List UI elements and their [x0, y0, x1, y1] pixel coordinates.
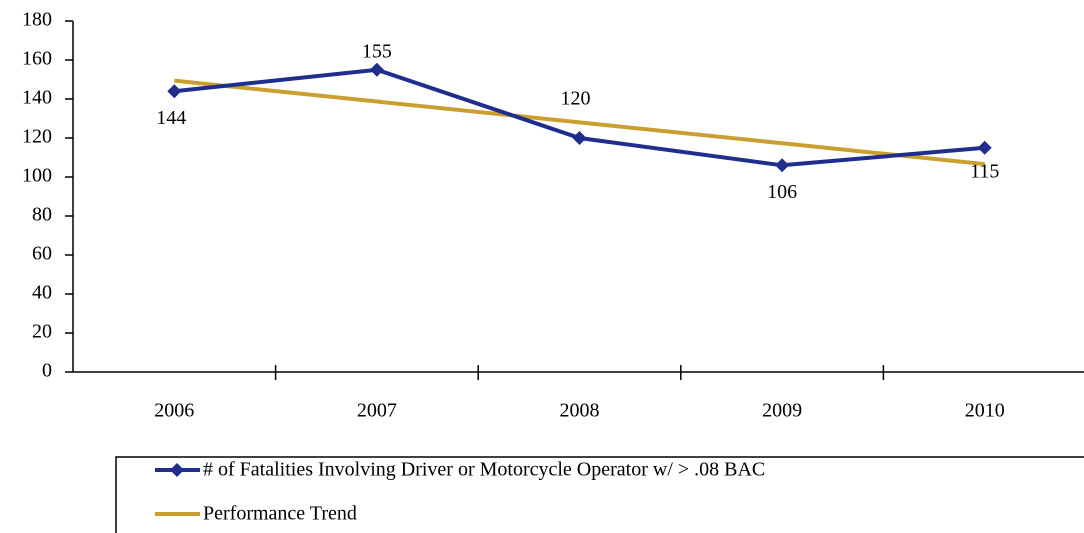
y-tick-label: 80 — [32, 204, 52, 226]
legend-marker — [170, 463, 184, 477]
marker — [572, 131, 587, 145]
marker — [775, 158, 790, 173]
data-label: 120 — [561, 88, 591, 110]
x-tick-label: 2006 — [154, 400, 194, 422]
y-tick-label: 100 — [22, 165, 52, 187]
data-label: 106 — [767, 181, 797, 203]
legend-label: # of Fatalities Involving Driver or Moto… — [203, 459, 765, 481]
marker — [977, 140, 992, 155]
y-tick-label: 180 — [22, 9, 52, 31]
legend-label: Performance Trend — [203, 503, 357, 525]
data-label: 155 — [362, 40, 392, 62]
y-tick-label: 140 — [22, 87, 52, 109]
series-line — [174, 78, 985, 167]
y-tick-label: 60 — [32, 243, 52, 265]
x-tick-label: 2007 — [357, 400, 397, 422]
x-tick-label: 2010 — [965, 400, 1005, 422]
legend-box — [115, 456, 1084, 533]
data-label: 144 — [156, 107, 186, 129]
y-tick-label: 40 — [32, 282, 52, 304]
x-tick-label: 2008 — [560, 400, 600, 422]
marker — [369, 62, 384, 77]
y-tick-label: 160 — [22, 48, 52, 70]
y-tick-label: 120 — [22, 126, 52, 148]
marker — [167, 84, 182, 99]
y-tick-label: 0 — [42, 360, 52, 382]
y-tick-label: 20 — [32, 321, 52, 343]
data-label: 115 — [970, 160, 999, 182]
x-tick-label: 2009 — [762, 400, 802, 422]
